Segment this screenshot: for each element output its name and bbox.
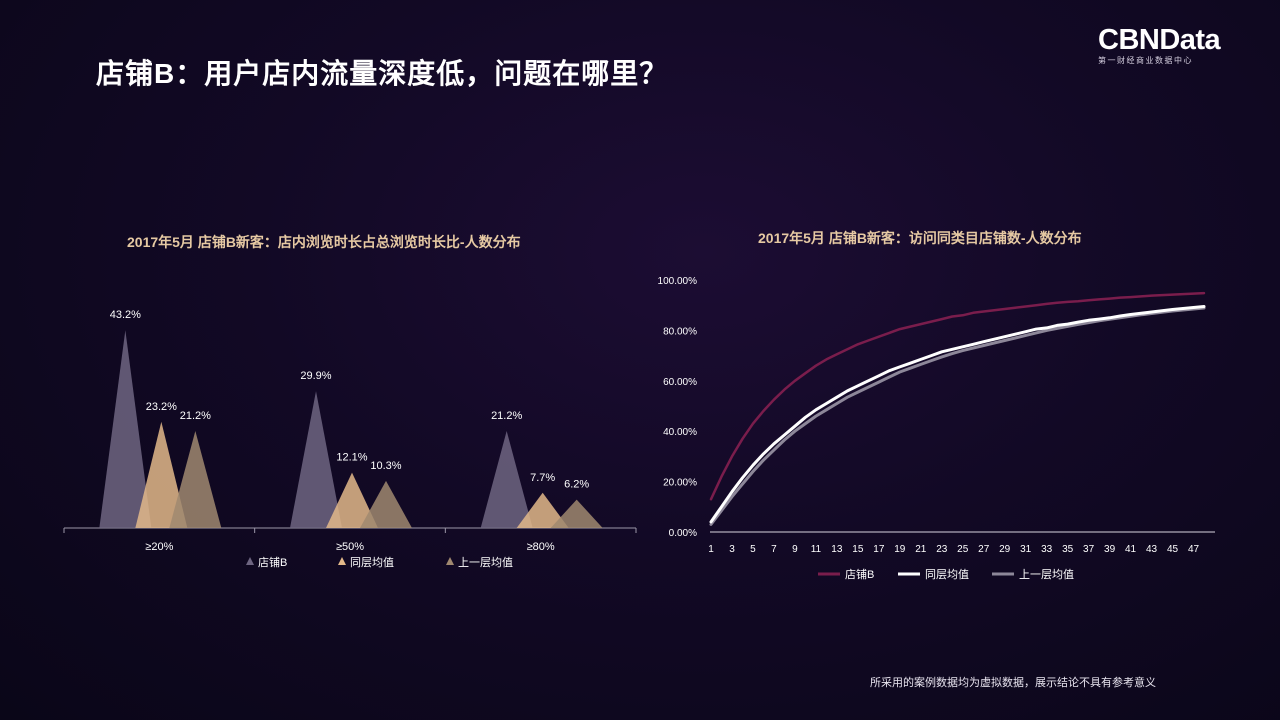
- legend-label: 店铺B: [258, 555, 287, 569]
- x-tick-label: 25: [957, 544, 969, 555]
- logo-wordmark: CBNData: [1098, 24, 1221, 56]
- data-label: 29.9%: [300, 370, 331, 382]
- bar-店铺B-≥80%: [480, 430, 533, 528]
- x-tick-label: 47: [1188, 544, 1200, 555]
- x-tick-label: ≥80%: [527, 541, 555, 553]
- x-tick-label: 35: [1062, 544, 1074, 555]
- x-tick-label: 15: [852, 544, 864, 555]
- x-tick-label: 41: [1125, 544, 1137, 555]
- x-tick-label: 37: [1083, 544, 1095, 555]
- x-tick-label: 23: [936, 544, 948, 555]
- y-tick-label: 0.00%: [669, 528, 697, 539]
- x-tick-label: 45: [1167, 544, 1179, 555]
- y-tick-label: 60.00%: [663, 377, 697, 388]
- bar-店铺B-≥20%: [99, 330, 152, 528]
- legend-marker: [246, 557, 254, 565]
- x-tick-label: 21: [915, 544, 927, 555]
- data-label: 23.2%: [146, 401, 177, 413]
- x-tick-label: 31: [1020, 544, 1032, 555]
- cbndata-logo: CBNData 第一财经商业数据中心: [1098, 24, 1221, 66]
- page-title: 店铺B：用户店内流量深度低，问题在哪里？: [96, 58, 669, 89]
- x-tick-label: 17: [873, 544, 885, 555]
- y-tick-label: 20.00%: [663, 478, 697, 489]
- bar-上一层均值-≥50%: [360, 480, 412, 528]
- x-tick-label: 39: [1104, 544, 1116, 555]
- x-tick-label: 27: [978, 544, 990, 555]
- data-label: 7.7%: [530, 472, 555, 484]
- bar-同层均值-≥50%: [326, 472, 378, 528]
- x-tick-label: 1: [708, 544, 714, 555]
- bar-上一层均值-≥80%: [550, 499, 603, 528]
- y-tick-label: 40.00%: [663, 427, 697, 438]
- series-line-同层均值: [709, 305, 1206, 524]
- legend-label: 同层均值: [350, 556, 394, 569]
- legend-label: 店铺B: [845, 567, 874, 581]
- data-label: 21.2%: [180, 410, 211, 422]
- data-label: 6.2%: [564, 479, 589, 491]
- bar-上一层均值-≥20%: [169, 430, 222, 528]
- x-tick-label: 9: [792, 544, 798, 555]
- x-tick-label: 19: [894, 544, 906, 555]
- x-tick-label: ≥20%: [145, 541, 173, 553]
- data-label: 12.1%: [336, 452, 367, 464]
- data-label: 10.3%: [370, 460, 401, 472]
- legend-label: 上一层均值: [458, 556, 513, 569]
- legend-marker: [446, 557, 454, 565]
- x-tick-label: 11: [811, 544, 822, 555]
- x-tick-label: 43: [1146, 544, 1158, 555]
- bar-店铺B-≥50%: [290, 391, 342, 528]
- x-tick-label: 3: [729, 544, 735, 555]
- bar-同层均值-≥20%: [135, 421, 188, 528]
- bar-同层均值-≥80%: [516, 492, 569, 528]
- left-chart-title: 2017年5月 店铺B新客：店内浏览时长占总浏览时长比-人数分布: [127, 234, 521, 250]
- x-tick-label: 5: [750, 544, 756, 555]
- footnote: 所采用的案例数据均为虚拟数据，展示结论不具有参考意义: [870, 677, 1156, 689]
- x-tick-label: 33: [1041, 544, 1053, 555]
- x-tick-label: 29: [999, 544, 1011, 555]
- legend-label: 同层均值: [925, 568, 969, 581]
- logo-subtitle: 第一财经商业数据中心: [1098, 56, 1193, 65]
- legend-marker: [338, 557, 346, 565]
- series-line-店铺B: [709, 291, 1206, 501]
- x-tick-label: ≥50%: [336, 541, 364, 553]
- series-line-上一层均值: [709, 306, 1206, 526]
- x-tick-label: 7: [771, 544, 777, 555]
- y-tick-label: 100.00%: [658, 276, 698, 287]
- data-label: 43.2%: [110, 309, 141, 321]
- right-chart-title: 2017年5月 店铺B新客：访问同类目店铺数-人数分布: [758, 230, 1082, 246]
- x-tick-label: 13: [831, 544, 843, 555]
- y-tick-label: 80.00%: [663, 326, 697, 337]
- data-label: 21.2%: [491, 410, 522, 422]
- legend-label: 上一层均值: [1019, 568, 1074, 581]
